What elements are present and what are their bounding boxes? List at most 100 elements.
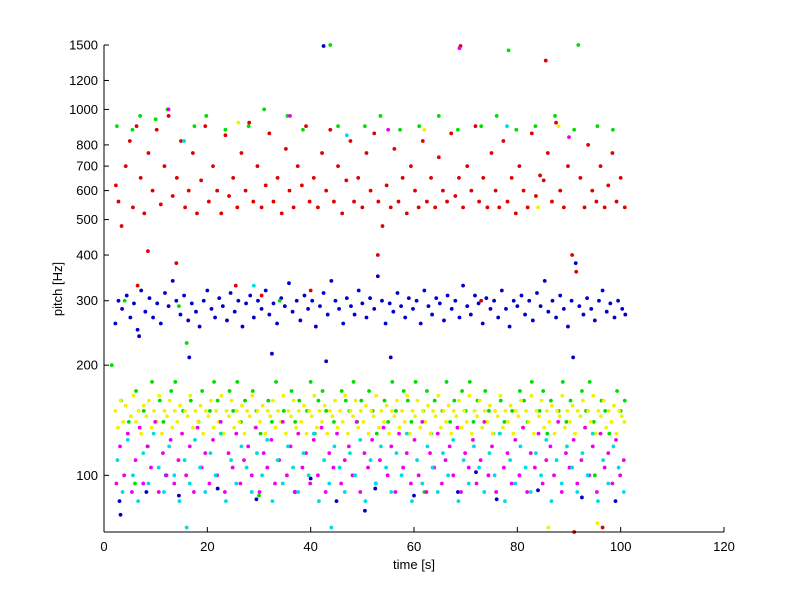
- data-point: [380, 224, 385, 228]
- data-point: [196, 419, 200, 424]
- data-point: [601, 458, 605, 463]
- data-point: [587, 380, 592, 384]
- data-point: [370, 437, 375, 442]
- data-point: [378, 114, 383, 118]
- data-point: [158, 321, 163, 326]
- data-point: [511, 431, 516, 436]
- data-point: [325, 312, 330, 317]
- data-point: [533, 465, 537, 470]
- data-point: [182, 458, 187, 463]
- data-point: [263, 183, 268, 188]
- data-point: [184, 525, 189, 530]
- data-point: [298, 318, 303, 323]
- data-point: [622, 205, 627, 210]
- data-point: [275, 458, 280, 463]
- data-point: [308, 476, 313, 481]
- data-point: [548, 444, 553, 449]
- data-point: [291, 398, 296, 403]
- data-point: [473, 293, 477, 298]
- data-point: [296, 431, 301, 436]
- y-tick-label: 1000: [69, 102, 98, 117]
- data-point: [604, 309, 609, 314]
- data-point: [425, 444, 430, 449]
- data-point: [265, 437, 270, 442]
- data-point: [442, 318, 446, 323]
- data-point: [170, 425, 175, 430]
- data-point: [505, 199, 510, 204]
- data-point: [244, 465, 249, 470]
- data-point: [324, 359, 329, 364]
- data-point: [409, 164, 413, 169]
- data-point: [566, 164, 570, 169]
- data-point: [393, 490, 398, 494]
- data-point: [139, 288, 144, 293]
- x-tick-label: 80: [510, 539, 524, 554]
- data-point: [156, 465, 161, 470]
- data-point: [566, 324, 570, 329]
- data-point: [606, 183, 611, 188]
- data-point: [262, 107, 267, 112]
- data-point: [386, 419, 391, 424]
- data-point: [348, 451, 352, 456]
- data-point: [166, 107, 171, 112]
- data-point: [591, 393, 596, 398]
- data-point: [142, 211, 147, 216]
- data-point: [138, 114, 143, 118]
- data-point: [583, 425, 587, 430]
- data-point: [363, 124, 367, 129]
- data-point: [288, 114, 292, 118]
- data-point: [247, 120, 252, 125]
- data-point: [296, 408, 301, 413]
- data-point: [612, 315, 617, 320]
- data-point: [269, 437, 274, 442]
- data-point: [136, 408, 141, 413]
- data-point: [430, 465, 435, 470]
- data-point: [591, 419, 596, 424]
- data-point: [366, 431, 371, 436]
- data-point: [251, 315, 256, 320]
- data-point: [125, 431, 130, 436]
- data-point: [203, 451, 208, 456]
- data-point: [430, 312, 434, 317]
- data-point: [277, 298, 282, 303]
- data-point: [283, 147, 288, 151]
- data-point: [255, 408, 260, 413]
- data-point: [553, 114, 557, 118]
- data-point: [384, 183, 389, 188]
- data-point: [353, 398, 358, 403]
- data-point: [380, 298, 384, 303]
- data-point: [275, 175, 280, 180]
- data-point: [227, 389, 232, 393]
- data-point: [188, 398, 193, 403]
- y-tick-label: 1500: [69, 38, 98, 53]
- data-point: [433, 205, 438, 210]
- y-tick-label: 200: [76, 358, 98, 373]
- y-tick-label: 100: [76, 468, 98, 483]
- data-point: [187, 444, 192, 449]
- data-point: [162, 408, 167, 413]
- data-point: [389, 444, 394, 449]
- data-point: [287, 281, 291, 286]
- data-point: [580, 389, 584, 393]
- data-point: [570, 253, 574, 257]
- data-point: [320, 389, 325, 393]
- data-point: [366, 465, 370, 470]
- data-point: [621, 490, 626, 494]
- data-point: [556, 124, 561, 129]
- data-point: [521, 425, 525, 430]
- data-point: [463, 451, 468, 456]
- data-point: [320, 419, 324, 424]
- data-point: [208, 408, 212, 413]
- data-point: [344, 296, 349, 301]
- data-point: [314, 425, 319, 430]
- data-point: [513, 481, 518, 486]
- data-point: [276, 408, 281, 413]
- data-point: [492, 298, 496, 303]
- data-point: [147, 296, 152, 301]
- data-point: [230, 465, 235, 470]
- data-point: [234, 408, 239, 413]
- data-point: [519, 293, 524, 298]
- data-point: [545, 431, 550, 436]
- data-point: [595, 490, 599, 494]
- data-point: [561, 205, 566, 210]
